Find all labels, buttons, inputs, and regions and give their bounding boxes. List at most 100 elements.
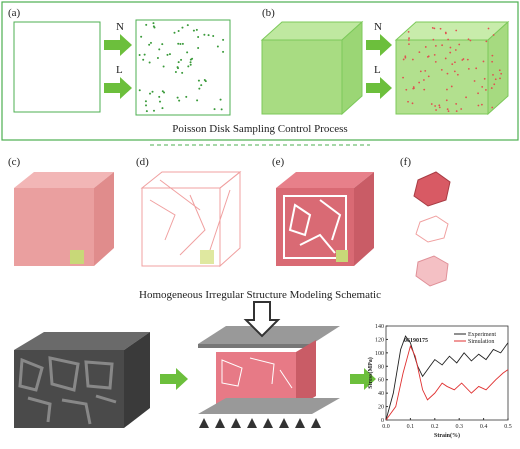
point bbox=[491, 54, 494, 57]
point bbox=[156, 57, 159, 60]
x-tick-label: 0.5 bbox=[504, 424, 512, 430]
point bbox=[405, 88, 408, 91]
label-d: (d) bbox=[136, 156, 149, 168]
green-cube bbox=[260, 20, 364, 116]
point bbox=[434, 105, 437, 107]
point bbox=[487, 27, 490, 30]
point bbox=[465, 96, 467, 99]
point bbox=[439, 27, 442, 30]
point bbox=[189, 61, 192, 64]
point bbox=[197, 36, 200, 39]
point bbox=[494, 78, 497, 81]
point bbox=[151, 90, 154, 93]
point bbox=[423, 88, 426, 91]
point bbox=[145, 110, 148, 113]
point bbox=[191, 57, 194, 60]
point bbox=[467, 68, 470, 70]
point bbox=[192, 29, 195, 32]
y-tick-label: 60 bbox=[378, 378, 384, 384]
point bbox=[187, 65, 190, 68]
sample-points bbox=[402, 26, 503, 113]
point bbox=[441, 44, 444, 47]
point bbox=[447, 110, 450, 113]
point bbox=[186, 24, 189, 27]
point bbox=[213, 108, 216, 111]
point bbox=[195, 28, 198, 31]
support bbox=[215, 418, 225, 428]
point bbox=[158, 48, 161, 51]
point bbox=[434, 45, 437, 47]
point bbox=[438, 104, 441, 107]
arrow-l: L bbox=[374, 64, 381, 76]
point bbox=[179, 43, 182, 46]
support bbox=[311, 418, 321, 428]
point bbox=[492, 73, 494, 76]
point bbox=[138, 54, 141, 57]
point bbox=[149, 41, 152, 44]
point bbox=[475, 67, 478, 70]
label-a: (a) bbox=[8, 7, 21, 19]
point bbox=[454, 61, 456, 64]
point bbox=[449, 46, 452, 49]
point bbox=[490, 87, 493, 89]
label-e: (e) bbox=[272, 156, 285, 168]
point bbox=[189, 63, 192, 66]
point bbox=[145, 23, 148, 26]
point bbox=[499, 77, 501, 80]
point bbox=[491, 60, 494, 63]
point bbox=[446, 88, 448, 91]
point bbox=[480, 103, 483, 106]
wire-cube bbox=[140, 170, 242, 268]
series-line bbox=[385, 344, 509, 421]
point bbox=[481, 85, 484, 88]
point bbox=[433, 27, 436, 30]
point bbox=[145, 104, 148, 107]
point bbox=[219, 98, 222, 101]
point bbox=[411, 58, 414, 61]
point bbox=[402, 58, 405, 61]
point bbox=[418, 51, 421, 54]
stress-strain-plot: 0 20 40 60 80 100 120 140 0.0 0.1 0.2 0.3 0.4 0.5 Stra… bbox=[367, 324, 512, 439]
x-axis-label: Strain(%) bbox=[434, 432, 460, 439]
point bbox=[446, 72, 449, 75]
x-tick-label: 0.2 bbox=[431, 424, 439, 430]
point bbox=[185, 95, 188, 98]
point bbox=[158, 95, 161, 98]
label-b: (b) bbox=[262, 7, 275, 19]
point bbox=[143, 53, 146, 56]
sample-id: 06190175 bbox=[404, 338, 428, 344]
legend-label: Experiment bbox=[468, 332, 496, 338]
point bbox=[423, 79, 425, 81]
point bbox=[449, 51, 452, 54]
point bbox=[404, 56, 407, 59]
point bbox=[404, 55, 407, 58]
point bbox=[142, 58, 145, 61]
cell-shapes bbox=[413, 171, 451, 287]
point bbox=[197, 46, 200, 49]
point bbox=[411, 102, 414, 105]
y-tick-label: 40 bbox=[378, 391, 384, 397]
point bbox=[445, 99, 448, 102]
x-tick-label: 0.3 bbox=[455, 424, 463, 430]
point bbox=[477, 92, 479, 95]
point bbox=[466, 58, 469, 61]
point bbox=[196, 99, 199, 102]
point bbox=[174, 70, 177, 73]
point bbox=[163, 91, 166, 94]
point bbox=[181, 42, 184, 45]
x-tick-label: 0.4 bbox=[480, 424, 488, 430]
point bbox=[408, 43, 410, 46]
sample-points bbox=[138, 22, 225, 113]
point bbox=[453, 70, 456, 73]
printed-sample bbox=[14, 332, 150, 428]
point bbox=[435, 109, 437, 111]
point bbox=[460, 108, 463, 110]
point bbox=[222, 38, 225, 41]
y-tick-label: 80 bbox=[378, 364, 384, 370]
point bbox=[424, 69, 427, 72]
point bbox=[407, 100, 409, 103]
point bbox=[173, 31, 176, 34]
point bbox=[427, 55, 430, 58]
top-frame bbox=[1, 1, 519, 141]
